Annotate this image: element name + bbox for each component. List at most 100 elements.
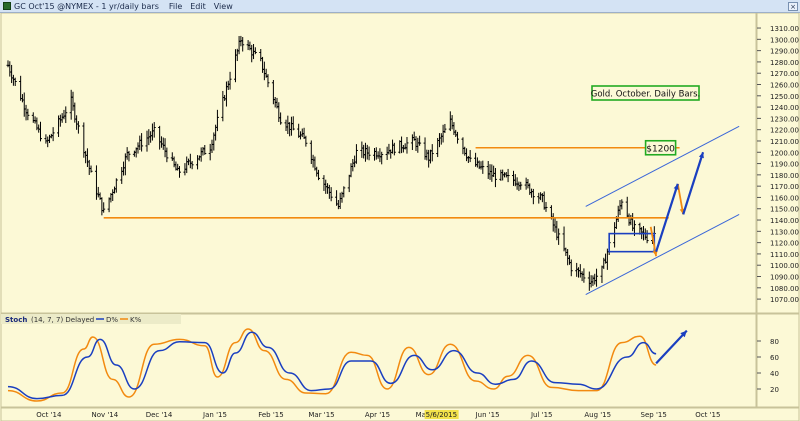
ohlc-bar	[506, 168, 510, 183]
ohlc-bar	[342, 186, 346, 198]
projection-blue-arrow-shaft	[655, 183, 679, 252]
price-tick-label: 1160.00	[770, 194, 799, 202]
x-tick-label: Jun '15	[475, 411, 500, 419]
stoch-projection-arrow	[655, 329, 688, 365]
ohlc-bar	[392, 142, 396, 156]
chart-title-box: Gold. October. Daily Bars.	[591, 85, 700, 101]
target-price-label: $1200	[646, 144, 675, 154]
legend-k-label: K%	[130, 316, 142, 324]
projection-blue-arrow	[655, 183, 679, 252]
ohlc-bar	[443, 123, 447, 133]
x-tick-label: Jan '15	[202, 411, 227, 419]
ohlc-bar	[64, 106, 68, 124]
ohlc-bar	[51, 127, 55, 142]
ohlc-bar	[595, 268, 599, 287]
price-tick-label: 1140.00	[770, 217, 799, 225]
stoch-tick-label: 20	[770, 386, 779, 394]
channel-lower-line	[585, 213, 740, 296]
price-tick-label: 1070.00	[770, 296, 799, 304]
ohlc-bar	[114, 178, 118, 193]
price-tick-label: 1100.00	[770, 262, 799, 270]
stoch-header	[1, 314, 181, 324]
x-axis-labels: Oct '14 Nov '14 Dec '14 Jan '15 Feb '15 Mar '…	[36, 410, 720, 419]
ohlc-bar	[304, 135, 308, 147]
ohlc-bar	[557, 228, 561, 245]
price-tick-label: 1210.00	[770, 138, 799, 146]
ohlc-bar	[253, 47, 257, 55]
close-window-icon[interactable]: ×	[788, 1, 798, 11]
price-axis-ticks: 1070.00 1080.00 1090.00 1100.00 1110.00 1120.…	[757, 25, 799, 304]
projection-orange-arrow-head	[652, 250, 658, 257]
price-tick-label: 1220.00	[770, 127, 799, 135]
price-tick-label: 1250.00	[770, 93, 799, 101]
ohlc-bars	[6, 35, 656, 291]
ohlc-bar	[241, 37, 245, 52]
stoch-tick-label: 40	[770, 370, 779, 378]
price-axis	[756, 13, 800, 314]
menu-file[interactable]: File	[168, 1, 183, 11]
target-price-frame	[644, 139, 677, 156]
stoch-axis-ticks: 20 40 60 80	[757, 338, 779, 394]
price-tick-label: 1090.00	[770, 274, 799, 282]
menu-edit[interactable]: Edit	[190, 1, 206, 11]
price-tick-label: 1150.00	[770, 206, 799, 214]
ohlc-bar	[127, 150, 131, 162]
price-tick-label: 1280.00	[770, 59, 799, 67]
price-tick-label: 1190.00	[770, 161, 799, 169]
stoch-projection-head	[680, 330, 687, 338]
ohlc-bar	[405, 136, 409, 154]
price-tick-label: 1110.00	[770, 251, 799, 259]
ohlc-bar	[493, 167, 497, 188]
price-tick-label: 1300.00	[770, 36, 799, 44]
ohlc-bar	[38, 121, 42, 142]
x-tick-label: Apr '15	[365, 411, 390, 419]
price-panel	[0, 13, 757, 314]
price-tick-label: 1240.00	[770, 104, 799, 112]
ohlc-bar	[620, 199, 624, 210]
x-tick-label: Oct '14	[36, 411, 62, 419]
ohlc-bar	[367, 146, 371, 161]
menu-view[interactable]: View	[213, 1, 233, 11]
price-tick-label: 1270.00	[770, 70, 799, 78]
ohlc-bar	[266, 74, 270, 88]
target-price-box: $1200	[644, 139, 677, 156]
stoch-line-d	[7, 331, 657, 400]
x-axis	[0, 407, 800, 421]
price-annotations: $1200	[103, 125, 740, 296]
stoch-panel	[0, 313, 757, 408]
ohlc-bar	[279, 112, 283, 125]
ohlc-bar	[165, 147, 169, 163]
x-tick-label: Aug '15	[584, 411, 611, 419]
ohlc-bar	[178, 166, 182, 178]
price-tick-label: 1230.00	[770, 115, 799, 123]
date-highlight	[424, 410, 459, 419]
ohlc-bar	[89, 165, 93, 173]
projection-blue-arrow-shaft	[682, 151, 705, 215]
x-tick-label: Ma	[416, 411, 426, 419]
ohlc-bar	[380, 151, 384, 165]
price-tick-label: 1310.00	[770, 25, 799, 33]
stoch-projection-shaft	[655, 329, 688, 365]
ohlc-bar	[645, 230, 649, 244]
chart-title: Gold. October. Daily Bars.	[591, 90, 700, 100]
ohlc-bar	[531, 188, 535, 205]
stoch-line-k	[7, 328, 657, 402]
ohlc-bar	[329, 187, 333, 202]
ohlc-bar	[228, 71, 232, 90]
stoch-tick-label: 60	[770, 354, 779, 362]
projection-blue-arrow-head	[698, 152, 704, 159]
ohlc-bar	[456, 131, 460, 144]
channel-upper-line	[585, 125, 740, 207]
x-tick-label: Sep '15	[641, 411, 667, 419]
ohlc-bar	[317, 169, 321, 181]
price-tick-label: 1180.00	[770, 172, 799, 180]
price-tick-label: 1080.00	[770, 285, 799, 293]
price-tick-label: 1170.00	[770, 183, 799, 191]
price-tick-label: 1130.00	[770, 228, 799, 236]
projection-blue-arrow	[682, 151, 705, 215]
stoch-title: Stoch	[5, 316, 27, 324]
ohlc-bar	[582, 268, 586, 283]
window-titlebar: GC Oct'15 @NYMEX - 1 yr/daily bars File …	[0, 0, 800, 13]
window-controls: ×	[788, 1, 800, 11]
price-tick-label: 1120.00	[770, 240, 799, 248]
